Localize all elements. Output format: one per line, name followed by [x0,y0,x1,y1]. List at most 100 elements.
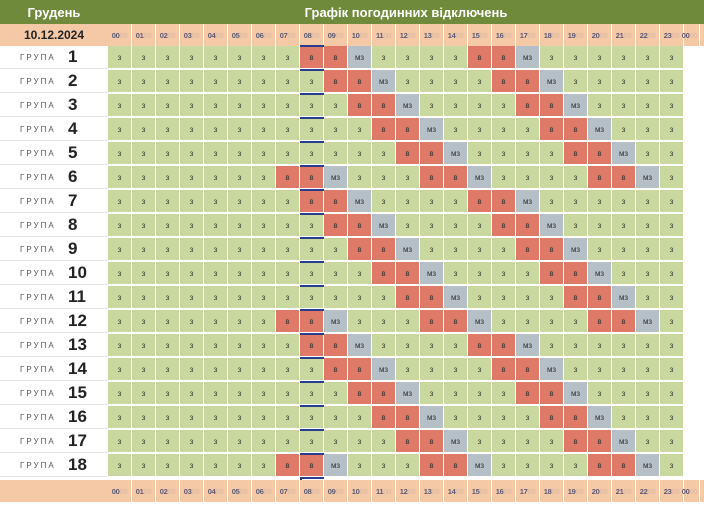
hour-value: 17 [519,30,528,40]
schedule-cell: мз [636,454,660,477]
schedule-cell: в [444,454,468,477]
schedule-cell: з [660,406,684,429]
schedule-cell: з [564,214,588,237]
group-number: 11 [68,287,86,306]
hour-header-bottom [108,480,704,502]
minute-value: 00 [335,486,344,496]
schedule-cell: мз [420,118,444,141]
hour-value: 21 [615,486,624,496]
current-hour-tick [300,357,324,359]
bottom-hour-tick: 02 00 [156,480,180,502]
schedule-cell: з [660,262,684,285]
schedule-cell: з [396,46,420,69]
group-word: ГРУПА [20,220,56,230]
schedule-cell: з [468,430,492,453]
schedule-cell: з [156,286,180,309]
hour-value: 12 [399,30,408,40]
schedule-cell: мз [348,46,372,69]
schedule-cell: з [108,70,132,93]
schedule-cell: з [156,382,180,405]
bottom-hour-tick: 09 00 [324,480,348,502]
schedule-cell: мз [324,454,348,477]
current-hour-tick [300,237,324,239]
schedule-cell: з [444,262,468,285]
schedule-cell: в [492,358,516,381]
schedule-cell: з [660,382,684,405]
schedule-cell: в [420,454,444,477]
hour-value: 02 [159,486,168,496]
schedule-cell: з [228,310,252,333]
bottom-hour-tick: 19 00 [564,480,588,502]
top-hour-tick: 05 00 [228,24,252,46]
schedule-cell: з [180,166,204,189]
minute-value: 00 [119,486,128,496]
schedule-cell: з [204,310,228,333]
schedule-cell: з [636,238,660,261]
minute-value: 00 [689,30,698,40]
schedule-cell: з [180,358,204,381]
schedule-cell: з [492,118,516,141]
schedule-cell: з [300,118,324,141]
hour-value: 16 [495,486,504,496]
schedule-cell: з [108,310,132,333]
schedule-cell: з [252,334,276,357]
schedule-cell: в [276,310,300,333]
schedule-cell: з [180,214,204,237]
schedule-cell: з [324,286,348,309]
group-word: ГРУПА [20,124,56,134]
schedule-cell: з [444,118,468,141]
bottom-hour-tick: 23 00 [660,480,684,502]
schedule-cell: з [348,406,372,429]
schedule-cell: з [300,406,324,429]
schedule-cell: з [372,334,396,357]
group-word: ГРУПА [20,436,56,446]
top-hour-tick: 17 00 [516,24,540,46]
minute-value: 00 [689,486,698,496]
schedule-cell: з [156,454,180,477]
schedule-cell: з [108,94,132,117]
schedule-cell: мз [516,190,540,213]
schedule-cell: з [180,70,204,93]
schedule-cell: з [468,238,492,261]
group-label-9: ГРУПА 9 [0,238,108,261]
schedule-cell: мз [396,238,420,261]
bottom-hour-tick: 10 00 [348,480,372,502]
schedule-cell: з [252,46,276,69]
schedule-cell: з [468,94,492,117]
schedule-cell: з [660,430,684,453]
top-hour-tick: 11 00 [372,24,396,46]
top-hour-tick: 23 00 [660,24,684,46]
schedule-cell: з [300,214,324,237]
schedule-cell: в [324,46,348,69]
bottom-hour-tick: 07 00 [276,480,300,502]
schedule-cell: з [228,382,252,405]
schedule-cell: з [492,310,516,333]
schedule-cell: з [660,166,684,189]
schedule-cell: з [300,430,324,453]
group-label-5: ГРУПА 5 [0,142,108,165]
group-word: ГРУПА [20,268,56,278]
current-hour-tick [300,333,324,335]
schedule-cell: з [204,262,228,285]
bottom-hour-tick: 01 00 [132,480,156,502]
schedule-cell: мз [516,46,540,69]
schedule-cell: мз [564,382,588,405]
schedule-cell: з [468,358,492,381]
schedule-cell: в [540,406,564,429]
schedule-cell: з [324,94,348,117]
schedule-cell: з [564,70,588,93]
minute-value: 00 [575,486,584,496]
group-number: 4 [68,119,78,138]
schedule-cell: з [372,286,396,309]
schedule-cell: мз [444,142,468,165]
schedule-cell: з [660,118,684,141]
schedule-cell: з [108,118,132,141]
schedule-cell: з [420,46,444,69]
minute-value: 00 [671,30,680,40]
group-label-14: ГРУПА 14 [0,358,108,381]
schedule-cell: з [396,454,420,477]
schedule-cell: з [516,286,540,309]
top-hour-tick: 00 00 [680,24,700,46]
schedule-cell: в [420,166,444,189]
group-number: 8 [68,215,78,234]
